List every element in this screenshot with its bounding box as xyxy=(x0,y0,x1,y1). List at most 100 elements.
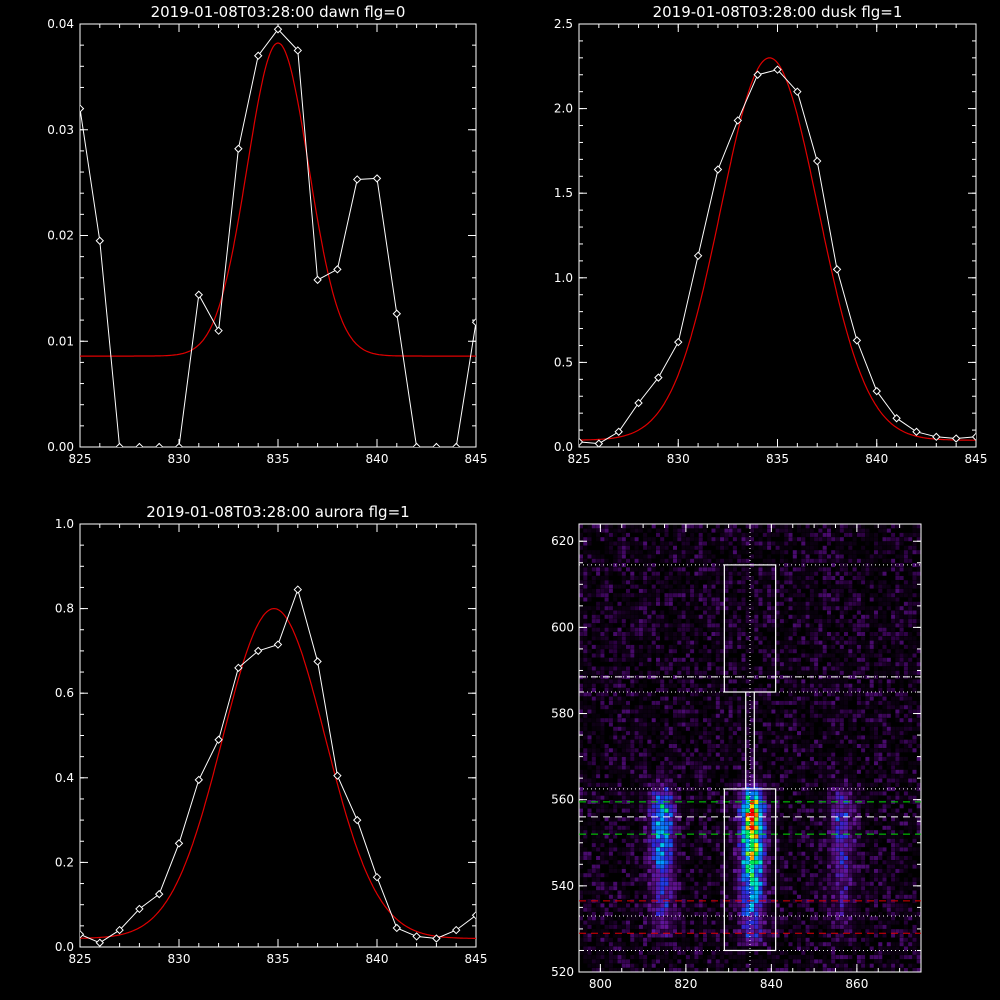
heatmap-cell xyxy=(732,916,737,921)
heatmap-cell xyxy=(613,920,618,925)
heatmap-cell xyxy=(831,929,836,934)
heatmap-cell xyxy=(784,838,789,843)
heatmap-cell xyxy=(848,860,853,865)
heatmap-cell xyxy=(596,735,601,740)
heatmap-cell xyxy=(779,726,784,731)
heatmap-cell xyxy=(767,731,772,736)
heatmap-cell xyxy=(673,877,677,882)
heatmap-cell xyxy=(916,705,921,710)
heatmap-cell xyxy=(617,718,622,723)
heatmap-cell xyxy=(600,752,605,757)
heatmap-cell xyxy=(724,856,729,860)
heatmap-cell xyxy=(732,851,737,856)
heatmap-cell xyxy=(703,666,707,671)
heatmap-cell xyxy=(792,937,797,942)
heatmap-cell xyxy=(681,765,686,770)
heatmap-cell xyxy=(651,851,656,856)
heatmap-cell xyxy=(630,955,635,960)
heatmap-cell xyxy=(762,804,767,809)
heatmap-cell xyxy=(895,963,900,968)
heatmap-cell xyxy=(613,735,618,740)
heatmap-cell xyxy=(818,791,823,796)
heatmap-cell xyxy=(690,817,695,822)
heatmap-cell xyxy=(797,860,801,865)
heatmap-cell xyxy=(690,920,695,925)
heatmap-cell xyxy=(720,744,725,748)
data-point-marker xyxy=(154,889,164,899)
heatmap-cell xyxy=(634,847,639,852)
heatmap-cell xyxy=(861,851,866,856)
heatmap-cell xyxy=(754,933,759,938)
heatmap-cell xyxy=(621,950,626,955)
gaussian-fit-line xyxy=(579,57,976,441)
heatmap-cell xyxy=(899,778,904,783)
heatmap-cell xyxy=(621,907,626,912)
heatmap-cell xyxy=(814,856,819,860)
heatmap-cell xyxy=(587,959,592,964)
heatmap-cell xyxy=(916,808,921,813)
heatmap-cell xyxy=(638,817,643,822)
heatmap-cell xyxy=(831,825,836,830)
heatmap-cell xyxy=(848,688,853,692)
heatmap-cell xyxy=(844,774,848,779)
heatmap-cell xyxy=(903,912,908,916)
heatmap-cell xyxy=(775,821,780,826)
heatmap-cell xyxy=(737,748,742,753)
heatmap-cell xyxy=(703,696,707,701)
heatmap-cell xyxy=(596,817,601,822)
heatmap-cell xyxy=(681,933,686,938)
heatmap-cell xyxy=(664,955,669,960)
heatmap-cell xyxy=(724,942,729,947)
heatmap-cell xyxy=(737,963,742,968)
heatmap-cell xyxy=(771,705,776,710)
heatmap-cell xyxy=(784,731,789,736)
heatmap-cell xyxy=(784,808,789,813)
heatmap-cell xyxy=(745,924,750,929)
heatmap-cell xyxy=(801,726,806,731)
heatmap-cell xyxy=(891,688,896,692)
heatmap-cell xyxy=(865,864,870,869)
heatmap-cell xyxy=(899,899,904,904)
heatmap-cell xyxy=(754,903,759,908)
heatmap-cell xyxy=(630,847,635,852)
heatmap-cell xyxy=(728,713,733,718)
heatmap-cell xyxy=(643,726,648,731)
heatmap-cell xyxy=(673,907,677,912)
heatmap-cell xyxy=(583,782,588,787)
heatmap-cell xyxy=(711,903,716,908)
heatmap-cell xyxy=(822,834,827,839)
heatmap-cell xyxy=(758,924,763,929)
heatmap-cell xyxy=(694,756,699,761)
heatmap-cell xyxy=(694,795,699,800)
heatmap-cell xyxy=(724,838,729,843)
heatmap-cell xyxy=(908,782,913,787)
heatmap-cell xyxy=(899,933,904,938)
heatmap-cell xyxy=(583,856,588,860)
heatmap-cell xyxy=(848,752,853,757)
heatmap-cell xyxy=(874,748,878,753)
heatmap-cell xyxy=(668,843,673,848)
heatmap-cell xyxy=(720,868,725,873)
heatmap-cell xyxy=(638,662,643,667)
y-tick-label: 0.0 xyxy=(554,440,573,454)
heatmap-cell xyxy=(805,739,810,744)
heatmap-cell xyxy=(903,795,908,800)
heatmap-cell xyxy=(779,873,784,878)
heatmap-cell xyxy=(677,744,682,748)
heatmap-cell xyxy=(775,946,780,951)
heatmap-cell xyxy=(647,877,652,882)
heatmap-cell xyxy=(724,830,729,835)
heatmap-cell xyxy=(844,735,848,740)
heatmap-cell xyxy=(651,920,656,925)
heatmap-cell xyxy=(694,787,699,792)
heatmap-cell xyxy=(861,718,866,723)
heatmap-cell xyxy=(758,864,763,869)
heatmap-cell xyxy=(715,722,720,727)
heatmap-cell xyxy=(848,778,853,783)
heatmap-cell xyxy=(732,670,737,675)
data-point-marker xyxy=(80,930,85,939)
heatmap-cell xyxy=(613,881,618,886)
heatmap-cell xyxy=(874,778,878,783)
heatmap-cell xyxy=(895,791,900,796)
heatmap-cell xyxy=(579,912,583,916)
